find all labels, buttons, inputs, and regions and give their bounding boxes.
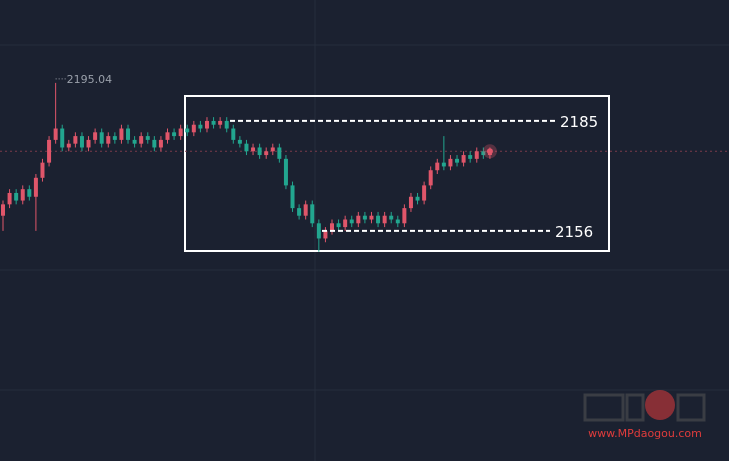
logo-badge [645,390,675,420]
candle-body [211,120,216,125]
candle-body [27,189,32,197]
candle-body [218,120,223,125]
candle-body [53,128,58,140]
candle-body [455,158,460,163]
candle-body [165,132,170,140]
candle-body [106,136,111,144]
candle-body [428,170,433,186]
candle-body [185,128,190,133]
candle-body [158,139,163,148]
candle-body [435,162,440,171]
candle-body [264,151,269,156]
logo-shape [676,393,706,422]
candle-body [310,204,315,224]
candle-body [270,147,275,152]
candle-body [33,177,38,197]
candle-body [66,143,71,148]
candle-body [395,219,400,224]
candle-body [343,219,348,228]
candle-body [14,192,19,201]
level-label: 2185 [560,113,598,131]
candle-body [47,139,52,163]
candle-body [237,139,242,144]
candle-body [422,185,427,201]
candle-body [283,158,288,186]
candle-body [461,155,466,163]
candle-body [402,208,407,224]
current-price-dot [486,148,493,155]
candle-body [481,151,486,156]
candle-body [224,120,229,129]
candle-body [112,136,117,140]
candle-body [323,230,328,239]
candle-body [336,223,341,228]
range-box [184,95,610,252]
candle-body [303,204,308,216]
candle-body [40,162,45,178]
candle-body [172,132,177,137]
candle-body [382,215,387,224]
candle-body [145,136,150,140]
candle-body [132,139,137,144]
candle-body [415,196,420,201]
watermark: www.MPdaogou.com [588,427,702,440]
candle-body [389,215,394,220]
candle-body [349,219,354,224]
candle-body [178,128,183,137]
candle-body [93,132,98,140]
high-label: 2195.04 [67,73,113,86]
candle-body [231,128,236,140]
candle-body [99,132,104,144]
candle-body [139,136,144,144]
candle-body [1,204,5,216]
candle-body [290,185,295,209]
candle-body [362,215,367,220]
candle-body [408,196,413,209]
candle-body [79,136,84,148]
candle-body [86,139,91,148]
candle-body [191,124,196,133]
candle-body [198,124,203,129]
watermark-logo [583,390,706,422]
candle-body [316,223,321,239]
candle-body [356,215,361,224]
candle-body [20,189,25,201]
candle-body [244,143,249,152]
candle-body [204,120,209,129]
candle-body [152,139,157,148]
candle-body [330,223,334,231]
candle-body [448,158,453,167]
candle-body [468,155,473,159]
candle-body [376,215,381,224]
candle-body [297,208,302,216]
candle-body [441,162,446,167]
level-label: 2156 [555,223,593,241]
candle-body [277,147,282,159]
candle-body [369,215,374,220]
candle-body [119,128,124,140]
logo-shape [625,393,645,422]
candle-body [126,128,131,140]
candle-body [7,192,12,205]
candle-body [257,147,262,156]
candle-body [474,151,479,159]
candle-body [73,136,78,144]
logo-shape [583,393,625,422]
candle-body [251,147,256,152]
candle-body [60,128,65,148]
